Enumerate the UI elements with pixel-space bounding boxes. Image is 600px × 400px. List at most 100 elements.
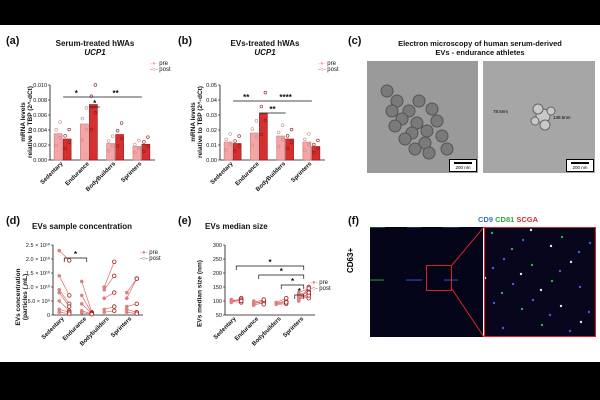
y-tick-label: 0.03 [206,113,217,119]
fluorescent-dot [558,269,562,273]
fluorescent-dot [449,227,451,228]
fluorescent-dot [412,279,414,281]
fluorescent-dot [519,272,523,276]
data-point [276,130,281,135]
fluorescent-dot [569,260,573,264]
legend-post-label-d: post [149,256,161,262]
pair-line [126,278,138,293]
vesicle [380,84,394,98]
data-point [106,149,111,153]
fluorescent-dot [406,279,408,281]
fluorescent-dot [377,227,379,228]
pair-line [103,261,115,288]
em-scalebar-1: 200 nm [449,159,477,172]
em-scalebar-2: 200 nm [566,159,594,172]
pair-line [58,275,70,296]
significance-bracket [294,294,305,299]
panel-d-chart: 0 5.0 × 10⁹ 1.0 × 10¹⁰ 1.5 × 10¹⁰ 2.0 × 10¹⁰… [26,242,143,348]
significance-bracket [235,265,305,270]
panel-label-c: (c) [348,35,362,47]
fluorescent-dot [502,257,506,261]
vesicle [385,104,399,118]
data-point [303,148,307,152]
pair-line [103,275,115,291]
panel-f-marker-legend: CD9 CD81 SCGA [478,215,538,224]
significance-label: * [291,277,295,286]
fluorescent-dot [578,285,582,289]
fluorescent-dot [419,227,421,228]
panel-c-title: Electron microscopy of human serum-deriv… [370,39,590,57]
data-point-pre [124,290,129,295]
data-point-pre [124,296,129,300]
data-point [237,144,241,148]
data-point-post [134,276,139,281]
fluorescent-dot [379,227,381,228]
fluorescent-dot [520,307,524,311]
data-point [93,83,98,87]
significance-label: * [268,258,272,267]
fluorescent-dot [380,279,382,281]
panel-b-chart: 0.00 0.01 0.02 0.03 0.04 0.05 Sedentary Enduran… [206,83,325,193]
data-point [133,150,137,155]
em-measure-1: 78.5nm [493,109,509,114]
data-point [228,142,232,147]
data-point-pre [124,304,129,309]
data-point [110,144,115,148]
data-point-pre [57,307,62,312]
fluorescent-dot [371,227,373,228]
data-point-pre [102,288,107,292]
data-point [54,143,58,148]
data-point [63,146,67,151]
em-measure-2: 138.5nm [553,115,571,120]
legend-post-label-e: post [319,286,331,292]
vesicle [532,103,544,115]
data-point [259,132,264,137]
data-point [285,146,290,151]
significance-label: ** [269,105,276,114]
fluorescent-dot [444,279,446,281]
fluorescent-dot [587,310,591,314]
data-point [250,127,255,131]
bar-post [285,138,294,161]
fluorescent-dot [445,227,447,228]
data-point [142,140,146,144]
bar-post [259,113,268,161]
legend-post-label-b: post [327,67,339,73]
panel-b-title: EVs-treated hWAs UCP1 [215,39,315,57]
significance-label: * [75,89,79,98]
data-point [137,138,141,143]
fluorescent-dot [375,227,377,228]
data-point [80,116,85,121]
x-tick-label: Sprinters [290,161,313,184]
data-point-pre [251,299,256,303]
data-point [237,134,241,138]
y-tick-label: 0.004 [33,128,47,134]
data-point [146,135,150,139]
fluorescent-dot [455,227,457,228]
fluorescent-dot [446,279,448,281]
vesicle [539,119,551,131]
x-tick-label: Sedentary [210,161,235,186]
significance-label: * [280,267,284,276]
data-point [133,142,137,147]
data-point [250,143,255,147]
data-point-pre [124,307,129,312]
fluorescent-dot [490,231,494,235]
vesicle [530,116,540,126]
significance-label: * [74,250,78,259]
y-tick-label: 0.02 [206,128,217,134]
fluorescent-dot [540,323,544,327]
marker-cd81: CD81 [495,215,515,224]
pair-line [126,278,138,299]
data-point-pre [79,310,84,315]
em-scalebar-2-label: 200 nm [572,165,588,170]
pair-line [81,303,92,314]
em-image-2-vesicles [530,103,556,131]
y-tick-label: 0.01 [206,143,217,149]
panel-e-title: EVs median size [205,222,268,231]
fluorescent-dot [550,279,554,283]
data-point-post [239,298,244,304]
em-image-2: 78.5nm 138.5nm 200 nm [483,61,595,173]
bar-pre [53,133,63,161]
vesicle [398,132,412,146]
